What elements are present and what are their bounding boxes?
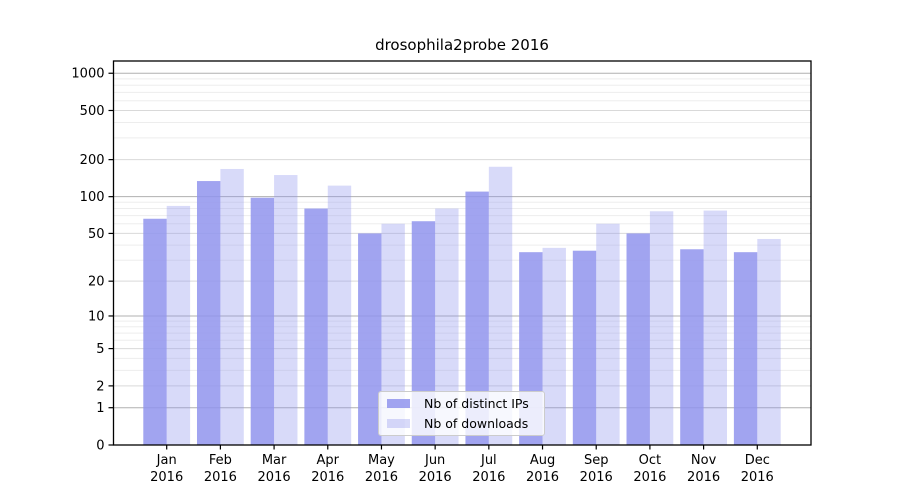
y-tick-label: 100 [80, 190, 105, 205]
bar-downloads-mar [274, 175, 298, 445]
x-tick-label-month: Oct [639, 453, 661, 468]
bar-downloads-dec [757, 238, 781, 445]
bar-downloads-may [381, 223, 405, 445]
x-tick-label-month: Jan [156, 453, 177, 468]
x-tick-label-year: 2016 [204, 470, 237, 485]
bar-distinct-ips-apr [304, 208, 328, 445]
bar-distinct-ips-may [358, 233, 382, 445]
y-tick-label: 200 [80, 153, 105, 168]
x-tick-label-year: 2016 [419, 470, 452, 485]
bar-downloads-feb [220, 168, 244, 445]
bar-distinct-ips-jan [143, 218, 167, 445]
x-tick-label-year: 2016 [687, 470, 720, 485]
bar-distinct-ips-dec [733, 252, 758, 445]
x-tick-label-month: Dec [745, 453, 770, 468]
bar-distinct-ips-sep [572, 250, 597, 445]
y-tick-label: 5 [96, 342, 104, 357]
x-tick-label-year: 2016 [472, 470, 505, 485]
bar-distinct-ips-nov [680, 249, 704, 445]
legend-label-downloads: Nb of downloads [424, 416, 529, 431]
bar-downloads-jul [488, 166, 513, 445]
legend-label-distinct-ips: Nb of distinct IPs [424, 396, 529, 411]
bar-downloads-sep [596, 223, 620, 445]
x-tick-label-month: Aug [530, 453, 555, 468]
x-tick-label-year: 2016 [258, 470, 291, 485]
x-tick-label-month: Jul [480, 453, 497, 468]
x-tick-label-month: Mar [262, 453, 287, 468]
y-tick-label: 1 [96, 401, 104, 416]
y-tick-label: 500 [80, 104, 105, 119]
x-tick-label-month: Feb [209, 453, 232, 468]
x-tick-label-year: 2016 [580, 470, 613, 485]
chart-title: drosophila2probe 2016 [375, 36, 549, 54]
x-tick-label-month: Sep [584, 453, 609, 468]
legend-swatch-distinct-ips-icon [387, 399, 410, 408]
legend-swatch-downloads-icon [387, 419, 410, 428]
x-tick-label-year: 2016 [311, 470, 344, 485]
bar-downloads-jan [166, 205, 191, 445]
x-tick-label-year: 2016 [741, 470, 774, 485]
y-tick-label: 1000 [71, 67, 104, 82]
x-tick-label-month: Apr [317, 453, 340, 468]
bar-distinct-ips-feb [196, 181, 221, 446]
plot-border [112, 60, 812, 446]
bar-downloads-jun [435, 208, 459, 445]
x-tick-label-year: 2016 [633, 470, 666, 485]
x-tick-label-month: Jun [424, 453, 445, 468]
x-tick-label-year: 2016 [526, 470, 559, 485]
bar-distinct-ips-oct [626, 233, 650, 445]
y-tick-label: 2 [96, 379, 104, 394]
legend-entry-distinct-ips: Nb of distinct IPs [387, 396, 536, 411]
bar-downloads-nov [703, 210, 727, 445]
y-tick-label: 10 [88, 309, 105, 324]
bar-downloads-aug [542, 247, 566, 445]
x-tick-label-month: Nov [691, 453, 717, 468]
legend-entry-downloads: Nb of downloads [387, 416, 536, 431]
bar-distinct-ips-jun [411, 221, 436, 445]
bar-downloads-apr [327, 185, 352, 445]
bar-distinct-ips-jul [465, 191, 489, 445]
y-tick-label: 0 [96, 439, 104, 454]
legend: Nb of distinct IPs Nb of downloads [378, 391, 545, 436]
y-tick-label: 50 [88, 227, 105, 242]
x-tick-label-year: 2016 [150, 470, 183, 485]
x-tick-label-month: May [368, 453, 395, 468]
bar-distinct-ips-mar [250, 197, 275, 445]
bar-downloads-oct [649, 211, 674, 445]
x-tick-label-year: 2016 [365, 470, 398, 485]
y-tick-label: 20 [88, 275, 105, 290]
